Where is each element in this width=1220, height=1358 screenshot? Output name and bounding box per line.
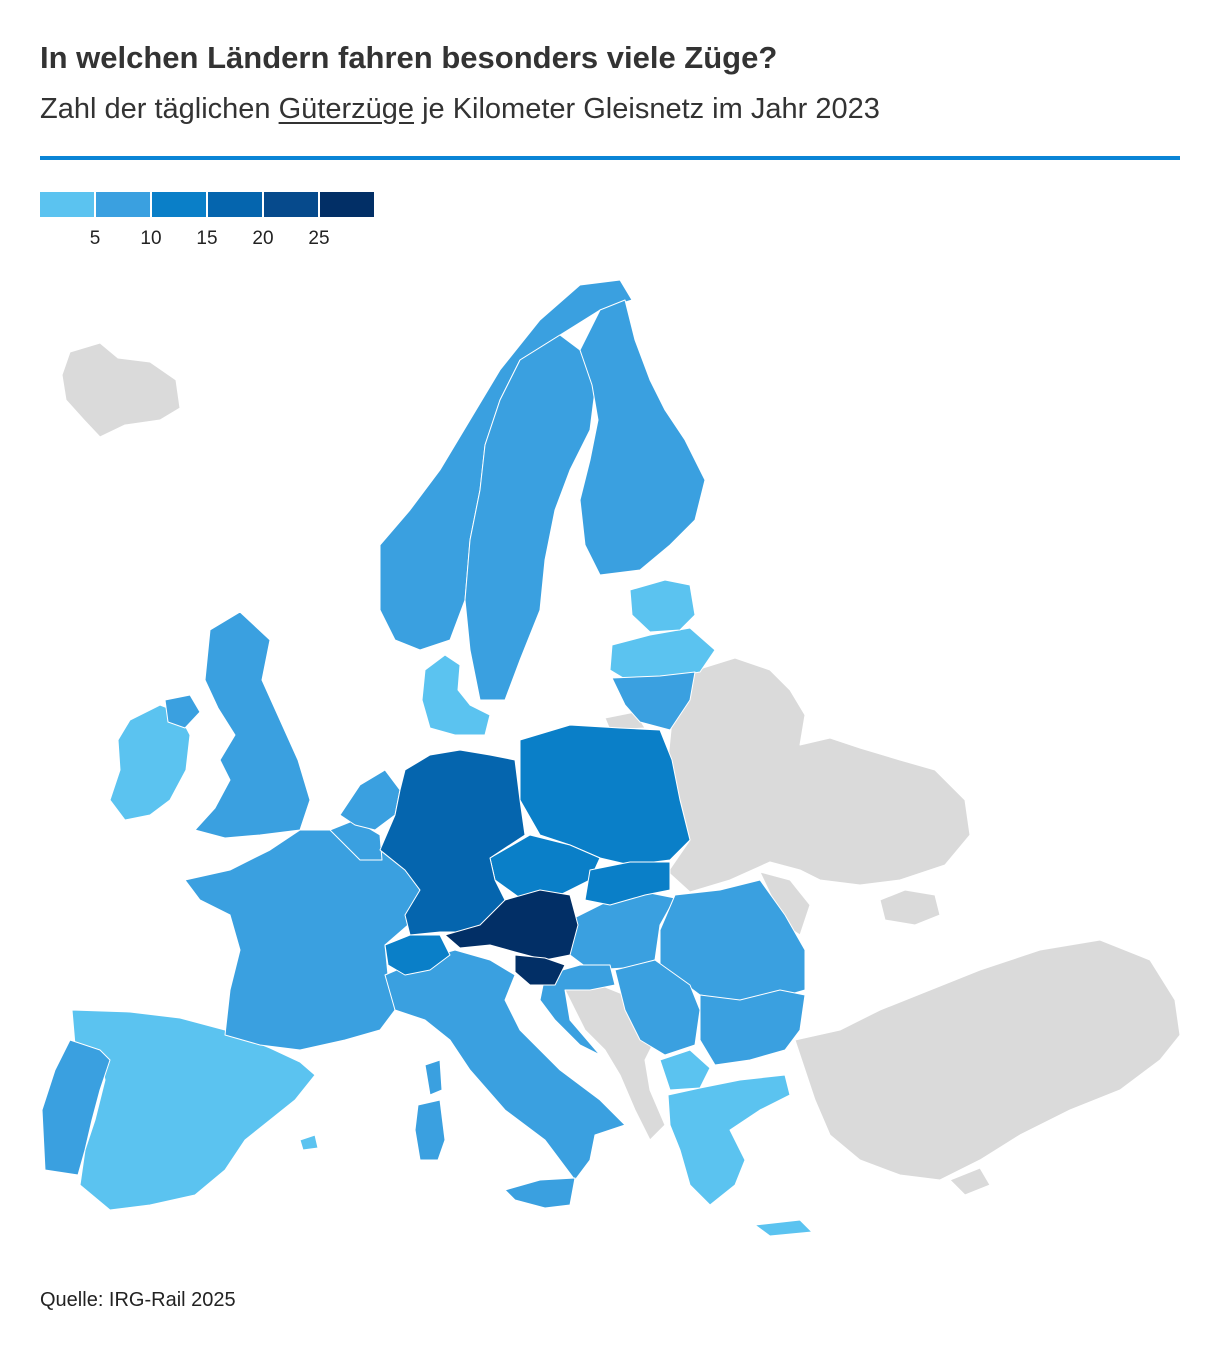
sardinia[interactable] — [414, 1099, 446, 1161]
poland[interactable] — [519, 724, 691, 866]
slovenia[interactable] — [514, 954, 566, 986]
sicily[interactable] — [504, 1177, 576, 1209]
chart-title: In welchen Ländern fahren besonders viel… — [40, 40, 778, 75]
source-note: Quelle: IRG-Rail 2025 — [40, 1289, 236, 1311]
united-kingdom[interactable] — [194, 611, 311, 839]
legend-swatch-3 — [152, 192, 206, 217]
legend-tick-5: 5 — [89, 228, 101, 249]
balearic-islands[interactable] — [299, 1134, 319, 1151]
legend-swatch-4 — [208, 192, 262, 217]
italy[interactable] — [384, 949, 626, 1181]
cyprus[interactable] — [949, 1167, 991, 1196]
hungary[interactable] — [569, 892, 676, 971]
legend-swatch-1 — [40, 192, 94, 217]
corsica[interactable] — [424, 1059, 443, 1096]
header-divider — [40, 156, 1180, 160]
portugal[interactable] — [41, 1039, 111, 1176]
legend-tick-20: 20 — [252, 228, 274, 249]
legend-swatch-5 — [264, 192, 318, 217]
netherlands[interactable] — [339, 769, 401, 831]
croatia[interactable] — [539, 964, 616, 1056]
europe-map — [41, 279, 1181, 1237]
subtitle-text-start: Zahl der täglichen — [40, 93, 279, 125]
legend-swatch-6 — [320, 192, 374, 217]
serbia[interactable] — [614, 959, 701, 1056]
denmark[interactable] — [421, 654, 491, 736]
sweden[interactable] — [464, 334, 596, 701]
lithuania[interactable] — [611, 671, 696, 731]
iceland[interactable] — [61, 342, 181, 438]
russia-belarus-region[interactable] — [667, 657, 971, 893]
finland[interactable] — [579, 299, 706, 576]
chart-subtitle: Zahl der täglichen Güterzüge je Kilomete… — [40, 93, 880, 126]
subtitle-highlight-link[interactable]: Güterzüge — [278, 93, 415, 125]
crimea[interactable] — [879, 889, 941, 926]
latvia[interactable] — [609, 627, 716, 683]
color-legend: 5 10 15 20 25 — [40, 192, 380, 252]
slovakia[interactable] — [584, 861, 671, 906]
legend-swatch-2 — [96, 192, 150, 217]
legend-tick-10: 10 — [140, 228, 162, 249]
crete[interactable] — [754, 1219, 813, 1237]
subtitle-text-end: je Kilometer Gleisnetz im Jahr 2023 — [414, 93, 880, 125]
estonia[interactable] — [629, 579, 696, 633]
north-macedonia[interactable] — [659, 1049, 711, 1091]
legend-tick-15: 15 — [196, 228, 218, 249]
northern-ireland[interactable] — [164, 694, 201, 729]
france[interactable] — [184, 829, 421, 1051]
legend-tick-25: 25 — [308, 228, 330, 249]
austria[interactable] — [444, 889, 579, 961]
greece[interactable] — [667, 1074, 791, 1206]
bulgaria[interactable] — [699, 989, 806, 1066]
turkey[interactable] — [794, 939, 1181, 1181]
